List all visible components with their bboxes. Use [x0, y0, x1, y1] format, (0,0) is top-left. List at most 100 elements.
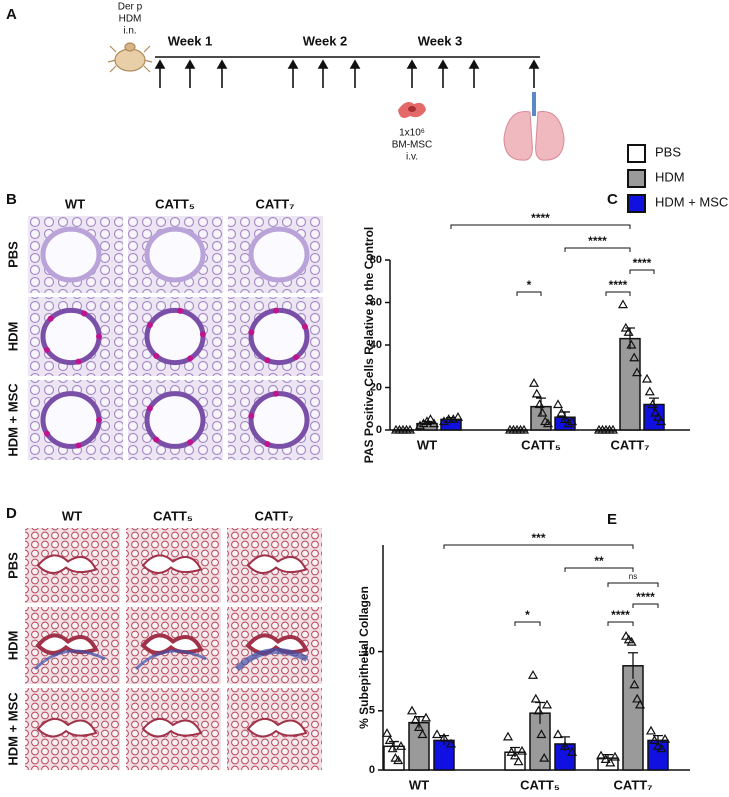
- y-axis-label: % Subepithelial Collagen: [357, 586, 371, 729]
- data-point: [563, 418, 574, 428]
- data-point: [659, 734, 671, 743]
- mucus-cell: [199, 331, 206, 338]
- significance-label: ns: [629, 572, 637, 581]
- data-point: [609, 751, 621, 761]
- data-point: [652, 741, 664, 750]
- data-point: [404, 424, 416, 434]
- significance-bracket: [443, 544, 634, 549]
- data-point: [605, 757, 616, 767]
- legend-label: PBS: [655, 144, 681, 159]
- mucus-cell: [272, 307, 279, 314]
- y-tick-label: 20: [370, 381, 382, 393]
- y-tick-label: 10: [363, 645, 375, 657]
- error-bar: [560, 411, 570, 423]
- airway: [246, 718, 308, 738]
- column-label: CATT₅: [155, 196, 195, 211]
- data-point: [626, 636, 637, 646]
- mucus-cell: [146, 321, 153, 328]
- arrow-head: [154, 59, 166, 69]
- data-point: [509, 750, 521, 760]
- column-label: WT: [65, 196, 85, 211]
- airway: [144, 391, 206, 449]
- significance-label: *: [527, 278, 532, 292]
- data-point: [649, 735, 660, 744]
- treatment-label: i.v.: [406, 152, 418, 163]
- data-point: [445, 738, 457, 748]
- significance-label: ****: [611, 608, 630, 622]
- data-point: [431, 729, 443, 739]
- dose-arrows: [154, 59, 540, 88]
- data-point: [632, 693, 643, 703]
- arrow-head: [317, 59, 329, 69]
- data-point: [528, 378, 540, 387]
- histology: WT CATT₅ CATT₇ PBS HDM HDM + MSC WT CATT₅ CATT₇ P…: [5, 196, 323, 770]
- data-point: [513, 756, 524, 766]
- data-point: [530, 693, 541, 703]
- arrow-head: [287, 59, 299, 69]
- airway: [141, 718, 203, 738]
- allergen-label: HDM: [119, 14, 142, 25]
- data-point: [655, 416, 667, 426]
- data-point: [406, 705, 418, 715]
- row-label: HDM + MSC: [5, 383, 20, 457]
- legend-swatch: [627, 169, 646, 188]
- airway: [141, 554, 203, 574]
- x-tick-label: CATT₇: [611, 437, 650, 452]
- data-point: [539, 752, 550, 762]
- y-axis-label: PAS Positive Cells Relative to the Contr…: [362, 227, 376, 464]
- data-point: [381, 728, 393, 737]
- data-point: [645, 725, 657, 735]
- data-point: [566, 747, 578, 756]
- error-bar: [601, 428, 611, 431]
- collagen: [234, 648, 309, 672]
- significance-bracket: [450, 224, 631, 229]
- data-point: [393, 755, 404, 765]
- data-point: [617, 299, 629, 309]
- data-point: [552, 729, 564, 739]
- collagen: [33, 649, 106, 671]
- data-point: [537, 407, 548, 417]
- mucus-cell: [248, 329, 255, 336]
- airway: [248, 391, 310, 449]
- column-label: WT: [62, 508, 82, 523]
- cell-icon: [398, 102, 426, 118]
- lung-icon: [503, 92, 565, 161]
- y-tick-label: 80: [370, 254, 382, 266]
- data-point: [414, 420, 426, 430]
- data-point: [425, 414, 436, 423]
- significance-label: ****: [531, 211, 550, 225]
- airway: [40, 226, 102, 283]
- week-label: Week 2: [303, 33, 348, 48]
- mucus-cell: [153, 352, 160, 359]
- column-label: CATT₇: [255, 508, 294, 523]
- panel-label: C: [607, 191, 618, 208]
- y-tick-label: 40: [370, 339, 382, 351]
- airway: [248, 226, 310, 283]
- data-point: [518, 424, 530, 434]
- charts: PAS Positive Cells Relative to the Contr…: [357, 211, 690, 792]
- data-point: [506, 747, 517, 756]
- data-point: [566, 416, 578, 426]
- error-bar: [439, 735, 449, 746]
- significance-bracket: [514, 621, 541, 626]
- data-point: [420, 712, 432, 722]
- data-point: [452, 412, 464, 421]
- column-label: CATT₅: [153, 508, 193, 523]
- panel-label: B: [6, 191, 17, 208]
- mucus-cell: [301, 323, 308, 330]
- mucus-cell: [96, 417, 102, 423]
- data-point: [516, 745, 528, 755]
- mucus-cell: [44, 430, 51, 437]
- y-tick-label: 0: [369, 764, 375, 776]
- data-point: [620, 630, 632, 640]
- mucus-cell: [187, 355, 194, 362]
- arrow-head: [184, 59, 196, 69]
- mucus-cell: [81, 310, 88, 317]
- data-point: [413, 722, 425, 731]
- data-point: [559, 741, 571, 750]
- arrow-head: [406, 59, 418, 69]
- treatment-label: BM-MSC: [392, 140, 433, 151]
- data-point: [647, 399, 658, 409]
- significance-bracket: [607, 582, 659, 587]
- data-point: [421, 416, 433, 426]
